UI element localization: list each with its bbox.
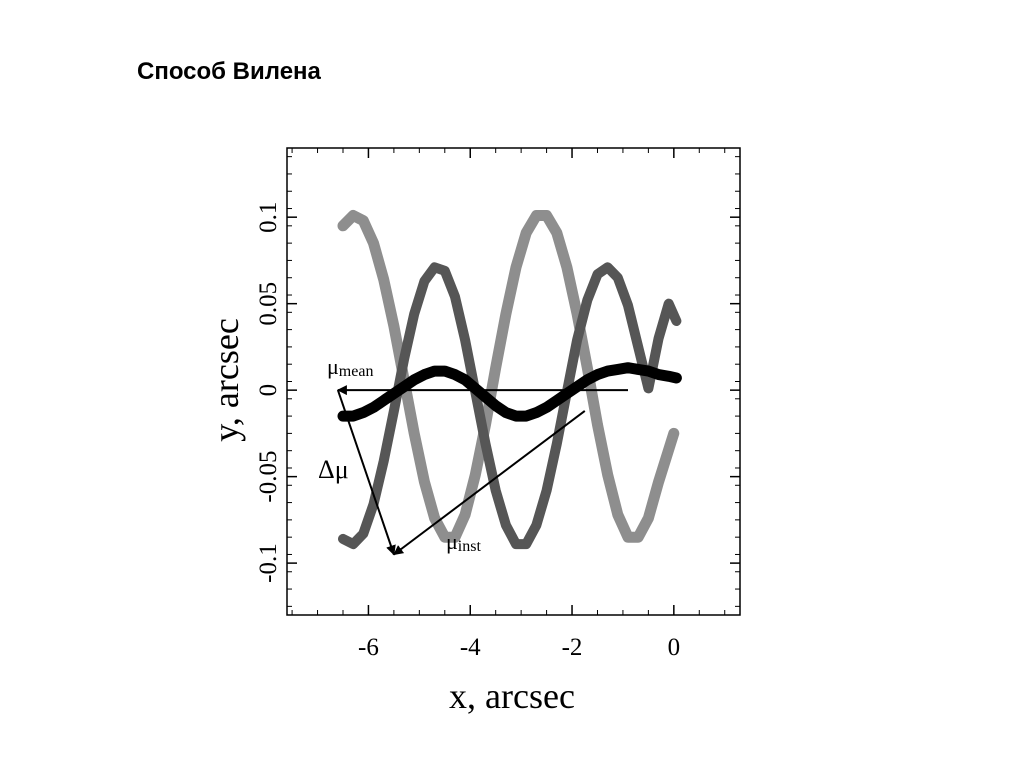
vector-arrows	[336, 385, 628, 556]
x-tick-label: -2	[562, 634, 583, 661]
mu-mean-label: μmean	[327, 354, 373, 380]
mu-mean-subscript: mean	[339, 363, 374, 380]
y-tick-label: 0.1	[255, 202, 282, 233]
x-axis-title: x, arcsec	[449, 676, 575, 716]
mu-inst-symbol: μ	[446, 529, 458, 554]
y-tick-label: -0.05	[255, 451, 282, 503]
slide-title: Способ Вилена	[137, 58, 321, 85]
x-tick-label: 0	[668, 634, 681, 661]
x-tick-label: -6	[358, 634, 379, 661]
tick-labels: -6 -4 -2 0 -0.1 -0.05 0 0.05 0.1	[255, 202, 680, 661]
mu-mean-symbol: μ	[327, 354, 339, 379]
axis-ticks	[287, 148, 740, 615]
y-tick-label: -0.1	[255, 543, 282, 583]
mu-inst-label: μinst	[446, 529, 481, 555]
y-tick-label: 0.05	[255, 282, 282, 326]
x-tick-label: -4	[460, 634, 481, 661]
y-tick-label: 0	[255, 384, 282, 397]
series-curves	[337, 210, 682, 550]
y-axis-title: y, arcsec	[206, 318, 246, 442]
delta-mu-label: Δμ	[318, 455, 349, 484]
series-line-1	[337, 210, 680, 543]
vector-delta-mu	[336, 389, 396, 556]
vector-mu-inst	[393, 410, 586, 556]
mu-inst-subscript: inst	[458, 538, 482, 555]
